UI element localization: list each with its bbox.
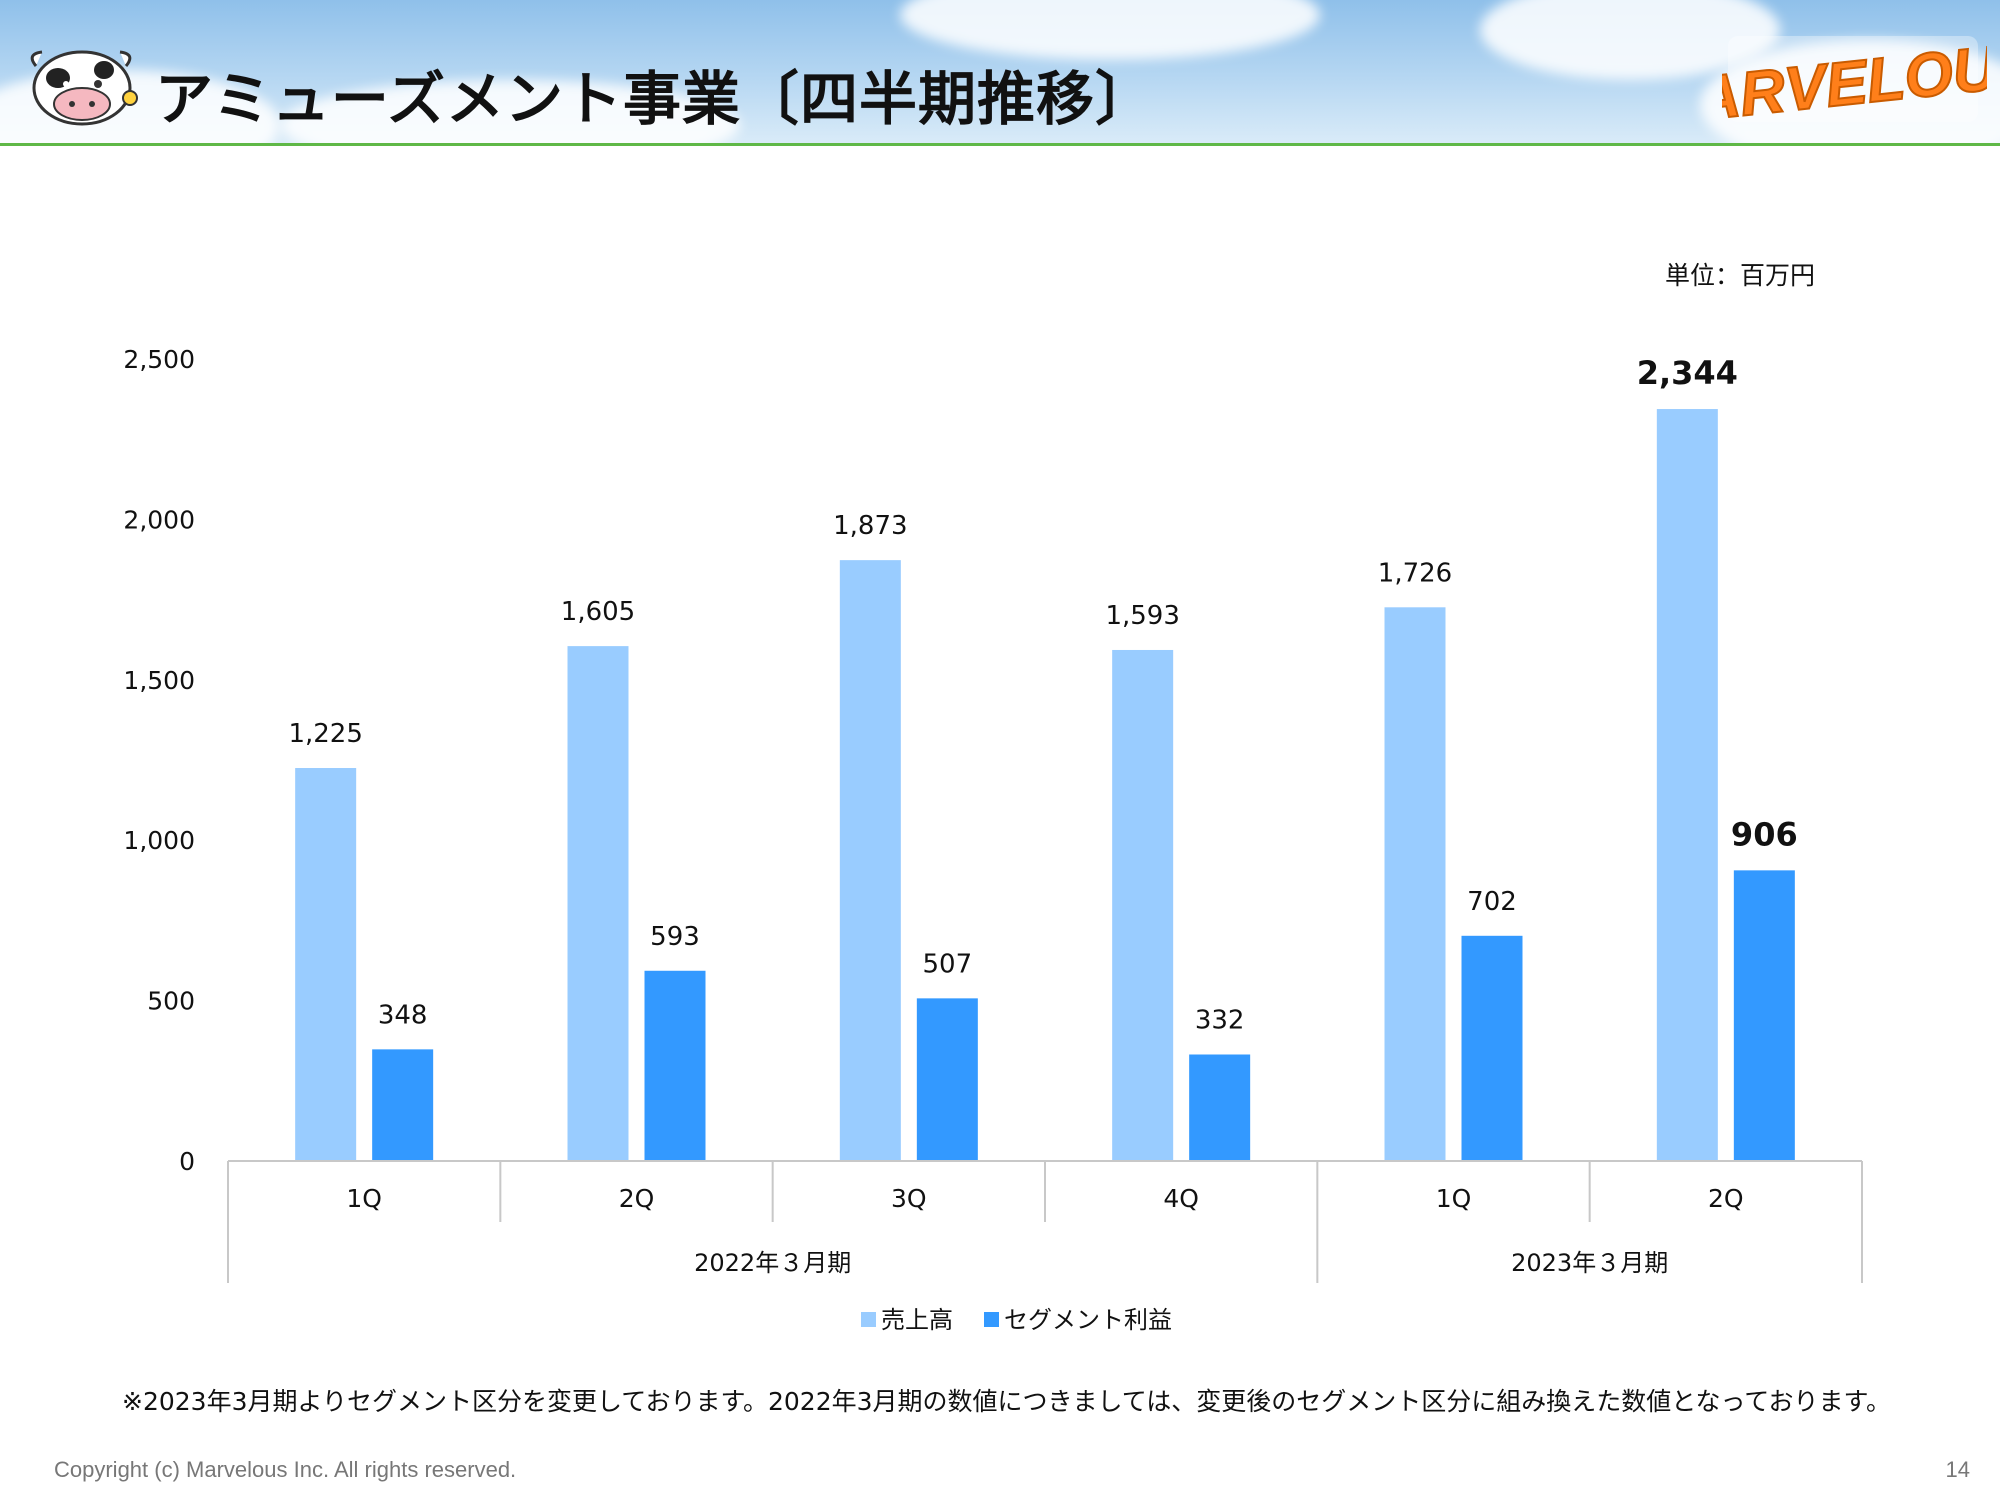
x-axis: 1Q 2Q 3Q 4Q 1Q 2Q 2022年３月期 2023年３月期 [227,1160,1863,1283]
data-label: 332 [1195,1005,1245,1035]
bar-sales [567,646,629,1161]
legend-label: 売上高 [881,1306,953,1334]
y-tick-label: 1,000 [123,826,195,855]
bar-sales [1656,409,1718,1161]
y-axis: 0 500 1,000 1,500 2,000 2,500 [123,345,195,1176]
bars [295,409,1795,1161]
data-label: 1,873 [833,511,907,541]
data-label: 348 [378,1000,428,1030]
data-label: 507 [923,949,973,979]
bar-segment-profit [916,998,978,1161]
bar-segment-profit [1461,935,1523,1161]
data-label: 1,726 [1378,558,1452,588]
y-tick-label: 1,500 [123,666,195,695]
bar-chart: 0 500 1,000 1,500 2,000 2,500 1,225 1,605 1,873… [123,345,1863,1334]
unit-label: 単位：百万円 [1664,261,1815,290]
legend-swatch [861,1312,876,1327]
x-tick-label: 1Q [346,1184,382,1213]
bar-segment-profit [1733,870,1795,1161]
bar-sales [295,768,357,1161]
x-tick-label: 1Q [1436,1184,1472,1213]
bar-sales [1384,607,1446,1161]
bar-segment-profit [1189,1054,1251,1161]
y-tick-label: 2,000 [123,505,195,534]
legend-swatch [984,1312,999,1327]
data-label: 906 [1731,815,1798,853]
bar-sales [839,560,901,1161]
bar-segment-profit [372,1049,434,1161]
header-divider [0,143,2000,146]
data-label: 2,344 [1637,354,1738,392]
chart-legend: 売上高 セグメント利益 [861,1306,1172,1334]
legend-label: セグメント利益 [1004,1306,1172,1334]
y-tick-label: 0 [179,1147,195,1176]
y-tick-label: 500 [147,987,195,1016]
y-tick-label: 2,500 [123,345,195,374]
x-group-label: 2022年３月期 [694,1249,851,1277]
page-number: 14 [1945,1457,1970,1482]
x-tick-label: 2Q [1708,1184,1744,1213]
data-label: 1,225 [288,719,362,749]
page-title: アミューズメント事業〔四半期推移〕 [155,65,1154,133]
bar-sales [1112,649,1174,1161]
marvelous-logo: MARVELOUS! [1722,26,1987,138]
footnote: ※2023年3月期よりセグメント区分を変更しております。2022年3月期の数値に… [122,1387,1892,1416]
x-tick-label: 4Q [1163,1184,1199,1213]
x-group-label: 2023年３月期 [1511,1249,1668,1277]
data-label: 702 [1467,887,1517,917]
data-label: 1,605 [561,597,635,627]
slide-header: アミューズメント事業〔四半期推移〕 MARVELOUS! [0,0,2000,143]
cow-mascot-icon [30,50,138,126]
data-label: 593 [650,922,700,952]
copyright-text: Copyright (c) Marvelous Inc. All rights … [54,1457,517,1482]
bar-segment-profit [644,970,706,1161]
x-tick-label: 3Q [891,1184,927,1213]
data-label: 1,593 [1105,601,1179,631]
x-tick-label: 2Q [619,1184,655,1213]
value-labels: 1,225 1,605 1,873 1,593 1,726 2,344 348 593 507 3… [288,354,1797,1035]
